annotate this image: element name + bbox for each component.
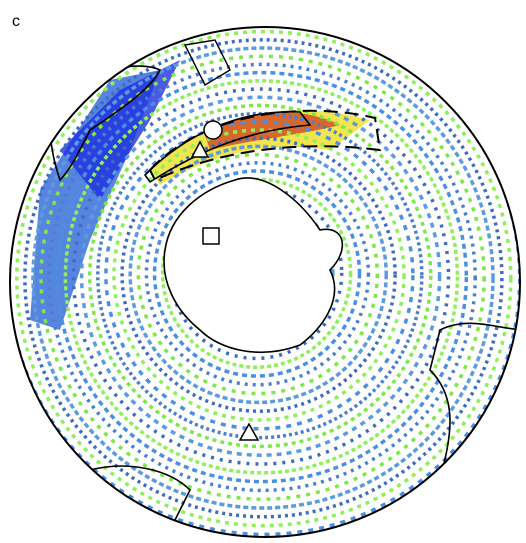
polar-map: c <box>0 0 526 543</box>
page: c (() => { const data = JSON.parse(docum… <box>0 0 526 543</box>
square-marker <box>203 228 219 244</box>
panel-label: c <box>12 13 20 30</box>
circle-marker <box>204 121 222 139</box>
